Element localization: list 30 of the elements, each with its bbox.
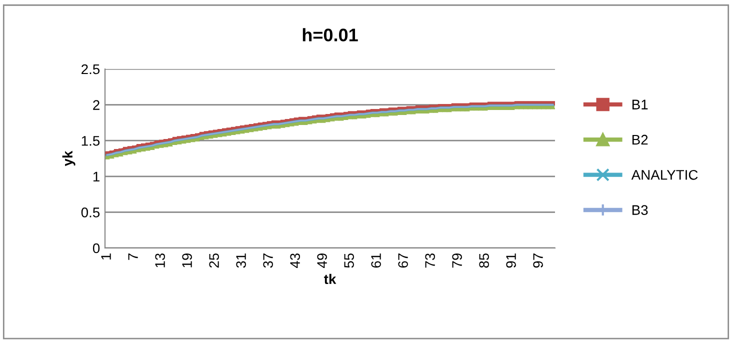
- legend-label: B1: [632, 100, 648, 110]
- x-tick-label: 79: [452, 254, 462, 268]
- legend-label: B2: [632, 134, 648, 145]
- y-tick-label: 0: [92, 243, 100, 254]
- legend-label: ANALYTIC: [631, 170, 698, 180]
- x-tick-label: 91: [506, 254, 516, 268]
- x-tick-label: 49: [317, 254, 327, 268]
- x-tick-label: 7: [128, 254, 138, 260]
- y-tick-label: 2: [93, 100, 100, 110]
- x-tick-label: 19: [182, 254, 192, 268]
- x-tick-label: 67: [398, 254, 408, 268]
- y-tick-label: 1.5: [82, 136, 100, 146]
- x-tick-label: 55: [344, 253, 354, 268]
- x-tick-label: 73: [425, 253, 435, 268]
- legend-label: B3: [632, 205, 648, 215]
- x-tick-label: 97: [533, 254, 543, 268]
- x-tick-label: 37: [263, 254, 273, 268]
- x-tick-label: 43: [290, 253, 300, 268]
- x-tick-label: 61: [371, 254, 381, 268]
- x-tick-label: 25: [209, 253, 219, 268]
- y-tick-label: 2.5: [82, 64, 100, 74]
- y-tick-label: 1: [93, 172, 100, 182]
- x-axis-title: tk: [324, 274, 336, 284]
- x-tick-label: 31: [236, 254, 246, 268]
- x-tick-label: 1: [101, 254, 111, 260]
- x-tick-label: 13: [155, 253, 165, 268]
- y-axis-title: yk: [62, 150, 76, 166]
- x-tick-label: 85: [479, 253, 489, 268]
- chart-title: h=0.01: [302, 28, 358, 42]
- y-tick-label: 0.5: [81, 208, 100, 218]
